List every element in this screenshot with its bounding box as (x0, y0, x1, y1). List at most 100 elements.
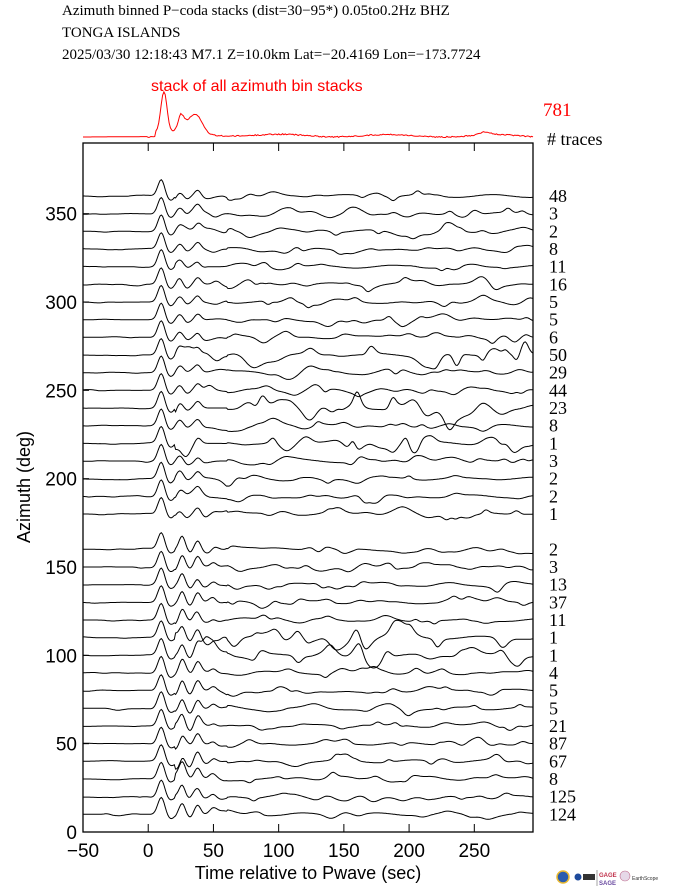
trace-count: 50 (549, 345, 567, 365)
trace-count: 1 (549, 645, 558, 665)
trace-count: 8 (549, 239, 558, 259)
trace-count: 16 (549, 274, 567, 294)
trace-waveform (82, 636, 534, 669)
trace-waveform (83, 779, 534, 803)
trace-waveform (83, 744, 534, 770)
trace-count: 8 (549, 416, 558, 436)
y-tick-label: 100 (45, 646, 77, 667)
x-axis: −50 0 50 100 150 200 250 (67, 143, 490, 862)
trace-count: 23 (549, 398, 567, 418)
trace-count: 21 (549, 716, 567, 736)
trace-waveform (83, 496, 534, 521)
trace-count: 2 (549, 221, 558, 241)
trace-waveform (82, 479, 534, 504)
y-tick-label: 300 (45, 293, 77, 314)
doe-logo (583, 874, 595, 880)
trace-waveform (83, 461, 533, 487)
trace-waveform (83, 761, 534, 784)
trace-waveform (83, 550, 534, 573)
trace-count: 2 (549, 469, 558, 489)
trace-count: 2 (549, 539, 558, 559)
trace-waveform (83, 390, 534, 431)
trace-waveform (83, 284, 534, 309)
title-line-2: TONGA ISLANDS (62, 25, 180, 41)
trace-waveform (82, 674, 534, 697)
sage-logo-text: SAGE (599, 881, 616, 887)
trace-waveform (83, 619, 534, 651)
trace-count: 4 (549, 663, 558, 683)
trace-waveform (82, 338, 534, 370)
y-tick-label: 250 (45, 381, 77, 402)
trace-count: 3 (549, 557, 558, 577)
y-axis-label: Azimuth (deg) (14, 431, 34, 543)
trace-waveform (83, 691, 534, 717)
x-tick-label: −50 (67, 841, 99, 862)
x-tick-label: 50 (203, 841, 224, 862)
y-tick-label: 150 (45, 558, 77, 579)
title-line-1: Azimuth binned P−coda stacks (dist=30−95… (62, 3, 450, 19)
trace-waveform (83, 796, 534, 820)
y-tick-label: 0 (66, 823, 77, 844)
trace-count: 2 (549, 486, 558, 506)
trace-waveform (83, 602, 534, 625)
trace-count: 37 (549, 592, 567, 612)
trace-waveform (83, 249, 534, 272)
x-tick-label: 0 (143, 841, 154, 862)
trace-count: 5 (549, 698, 558, 718)
count-header: # traces (547, 129, 602, 149)
trace-count: 11 (549, 257, 566, 277)
trace-count: 6 (549, 327, 558, 347)
trace-count: 44 (549, 380, 567, 400)
nasa-logo (574, 873, 582, 881)
trace-waveform (82, 425, 534, 458)
trace-waveform (83, 726, 533, 750)
traces (82, 179, 534, 820)
title-line-3: 2025/03/30 12:18:43 M7.1 Z=10.0km Lat=−2… (62, 47, 481, 63)
trace-count: 5 (549, 681, 558, 701)
trace-waveform (83, 585, 534, 609)
trace-count: 5 (549, 310, 558, 330)
y-tick-label: 200 (45, 470, 77, 491)
trace-waveform (83, 408, 534, 433)
logos: GAGE SAGE EarthScope (556, 870, 658, 887)
trace-count: 11 (549, 610, 566, 630)
stack-waveform (83, 90, 534, 139)
y-tick-label: 350 (45, 205, 77, 226)
x-tick-label: 150 (328, 841, 360, 862)
trace-waveform (83, 708, 534, 732)
x-tick-label: 250 (458, 841, 490, 862)
trace-waveform (83, 320, 534, 344)
nsf-logo (556, 870, 570, 884)
trace-count: 48 (549, 186, 567, 206)
trace-counts: 1241258678721554111137133212231823442950… (549, 186, 576, 824)
stack-count: 781 (543, 100, 572, 121)
trace-count: 1 (549, 433, 558, 453)
trace-count: 3 (549, 204, 558, 224)
trace-count: 1 (549, 628, 558, 648)
trace-waveform (82, 373, 534, 398)
trace-waveform (83, 179, 533, 202)
trace-waveform (83, 214, 534, 240)
trace-waveform (83, 302, 534, 328)
y-axis: 0 50 100 150 200 250 300 350 (45, 205, 89, 844)
trace-count: 1 (549, 504, 558, 524)
x-axis-label: Time relative to Pwave (sec) (195, 863, 421, 883)
trace-waveform (83, 196, 534, 219)
trace-waveform (83, 232, 534, 255)
trace-count: 124 (549, 804, 576, 824)
trace-waveform (82, 267, 533, 293)
trace-waveform (83, 655, 534, 679)
trace-waveform (83, 567, 534, 593)
trace-count: 125 (549, 787, 576, 807)
earthscope-logo-text: EarthScope (632, 876, 658, 882)
y-tick-label: 50 (56, 735, 77, 756)
gage-logo-text: GAGE (599, 873, 617, 879)
x-tick-label: 200 (393, 841, 425, 862)
trace-count: 8 (549, 769, 558, 789)
trace-waveform (83, 532, 534, 555)
trace-count: 3 (549, 451, 558, 471)
trace-waveform (83, 443, 534, 466)
trace-count: 87 (549, 734, 567, 754)
